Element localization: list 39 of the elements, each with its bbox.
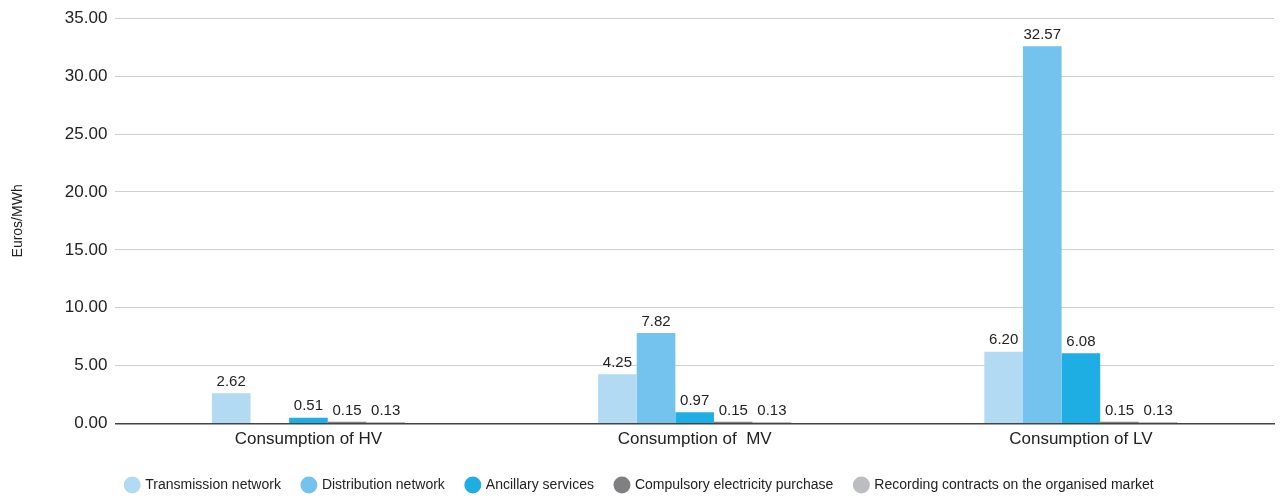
y-tick-label: 15.00 <box>64 239 108 259</box>
bar <box>211 393 251 424</box>
x-tick-label: Consumption of LV <box>1009 429 1154 449</box>
y-axis-title: Euros/MWh <box>9 184 26 258</box>
data-label: 0.13 <box>1143 400 1173 418</box>
data-label: 4.25 <box>602 353 633 371</box>
data-label: 32.57 <box>1023 24 1062 42</box>
data-label: 0.13 <box>371 400 401 418</box>
data-label: 0.15 <box>332 400 362 418</box>
bar <box>675 412 714 424</box>
bar <box>1061 353 1101 424</box>
y-tick-label: 5.00 <box>74 355 108 375</box>
x-tick-label: Consumption of MV <box>617 429 773 449</box>
legend-label: Ancillary services <box>485 475 594 492</box>
bar <box>1022 46 1062 424</box>
legend-label: Distribution network <box>321 475 446 492</box>
x-tick-label: Consumption of HV <box>234 429 383 449</box>
data-label: 0.13 <box>757 400 787 418</box>
data-label: 7.82 <box>641 311 671 329</box>
data-label: 6.08 <box>1066 331 1096 349</box>
legend-label: Transmission network <box>145 475 282 492</box>
bar <box>984 351 1023 424</box>
data-label: 2.62 <box>216 371 246 389</box>
data-label: 0.97 <box>680 391 710 409</box>
bar <box>289 417 328 424</box>
data-label: 0.15 <box>718 400 748 418</box>
bar <box>636 333 676 424</box>
bar <box>598 374 637 424</box>
data-label: 0.15 <box>1104 400 1135 418</box>
data-label: 0.51 <box>293 396 324 414</box>
legend-label: Recording contracts on the organised market <box>874 475 1154 492</box>
y-tick-label: 35.00 <box>64 7 108 27</box>
y-tick-label: 20.00 <box>64 181 108 201</box>
data-label: 6.20 <box>989 330 1019 348</box>
legend-label: Compulsory electricity purchase <box>634 475 834 492</box>
y-tick-label: 0.00 <box>74 413 108 433</box>
y-tick-label: 25.00 <box>64 123 108 143</box>
y-tick-label: 10.00 <box>64 297 108 317</box>
y-tick-label: 30.00 <box>64 65 108 85</box>
